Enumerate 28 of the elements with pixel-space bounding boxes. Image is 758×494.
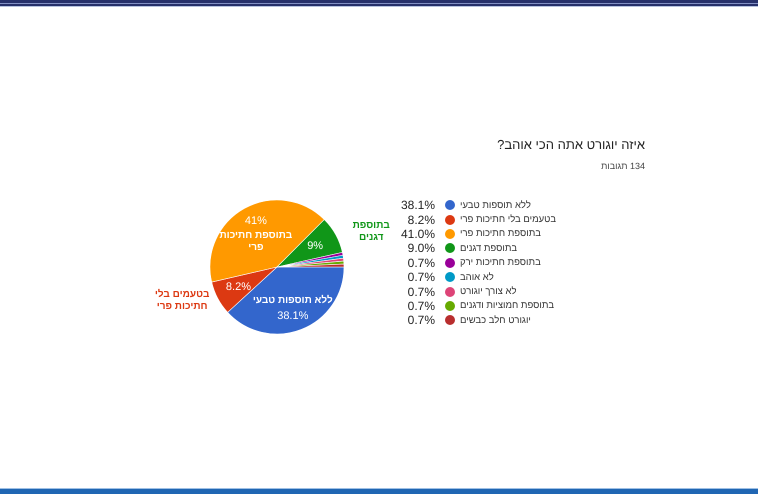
text: 9% — [307, 240, 324, 252]
data-label: 9.0% — [406, 241, 435, 256]
data-label: 0.7% — [406, 256, 435, 270]
legend-label: בתוספת חתיכות ירק — [460, 257, 541, 268]
data-label: 0.7% — [406, 270, 435, 284]
data-label: 38.1% — [400, 198, 435, 212]
legend-label: בטעמים בלי חתיכות פרי — [460, 214, 556, 226]
data-label: 8.2% — [408, 212, 435, 227]
text: 41% — [244, 214, 267, 227]
text: 38.1% — [277, 310, 308, 322]
slice-label: בטעמים בלי חתיכות פרי — [154, 288, 210, 313]
legend-label: בתוספת חתיכות פרי — [460, 228, 541, 240]
data-label: 0.7% — [406, 298, 435, 313]
legend-label: בתוספת חמוציות ודגנים — [460, 300, 554, 312]
slice-label: בתוספת חתיכות פרי — [218, 230, 294, 254]
text: 8.2% — [226, 281, 251, 294]
chart-title: איזה יוגורט אתה הכי אוהב? — [497, 137, 645, 152]
text: 134 תגובות — [601, 161, 645, 171]
legend-label: בתוספת דגנים — [460, 242, 518, 254]
slice-label: בתוספת דגנים — [352, 220, 391, 244]
legend-label: לא אוהב — [460, 272, 494, 283]
data-label: 0.7% — [406, 313, 435, 328]
legend-label: לא צורך יוגורט — [460, 286, 516, 298]
legend-label: יוגורט חלב כבשים — [460, 314, 531, 326]
data-label: 0.7% — [406, 284, 435, 299]
legend-label: ללא תוספות טבעי — [460, 200, 531, 211]
slice-label: ללא תוספות טבעי — [252, 294, 333, 307]
data-label: 41.0% — [400, 226, 435, 241]
